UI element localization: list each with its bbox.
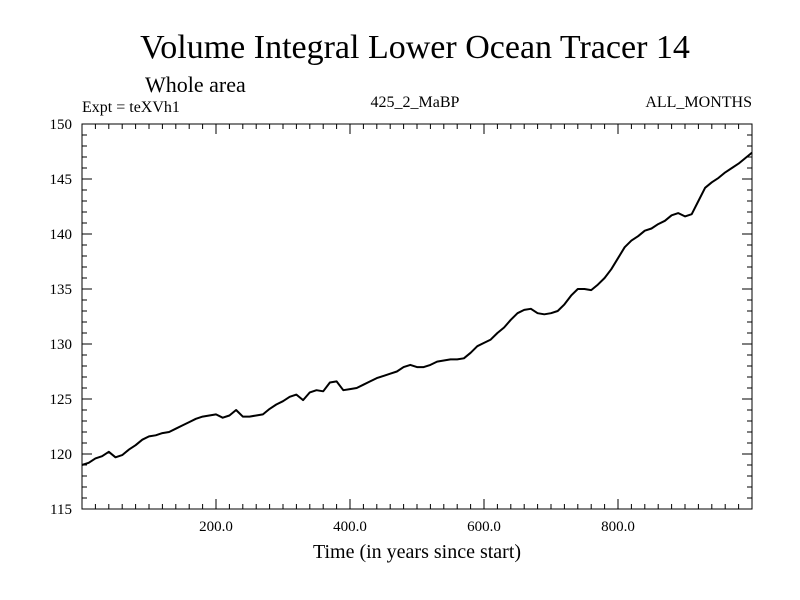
y-tick-label: 130: [50, 337, 73, 353]
chart-title: Volume Integral Lower Ocean Tracer 14: [140, 29, 690, 66]
x-tick-label: 600.0: [467, 519, 501, 535]
expt-label: Expt = teXVh1: [82, 99, 180, 116]
chart-subtitle: Whole area: [145, 72, 246, 97]
y-axis: 115 120 125 130 135 140 145 150: [50, 117, 752, 518]
x-tick-label: 800.0: [601, 519, 635, 535]
y-tick-label: 135: [50, 282, 73, 298]
y-tick-label: 120: [50, 447, 73, 463]
x-tick-label: 400.0: [333, 519, 367, 535]
y-tick-label: 145: [50, 172, 73, 188]
plot-frame: [81, 123, 753, 510]
series-layer: [81, 151, 753, 466]
y-tick-label: 140: [50, 227, 73, 243]
series-line: [81, 151, 753, 466]
x-axis-label: Time (in years since start): [313, 541, 521, 563]
x-tick-label: 200.0: [199, 519, 233, 535]
x-axis: 200.0 400.0 600.0 800.0: [94, 124, 740, 535]
center-label: 425_2_MaBP: [371, 94, 460, 111]
y-tick-label: 150: [50, 117, 73, 133]
right-label: ALL_MONTHS: [645, 94, 752, 111]
y-tick-label: 125: [50, 392, 73, 408]
y-tick-label: 115: [50, 502, 72, 518]
